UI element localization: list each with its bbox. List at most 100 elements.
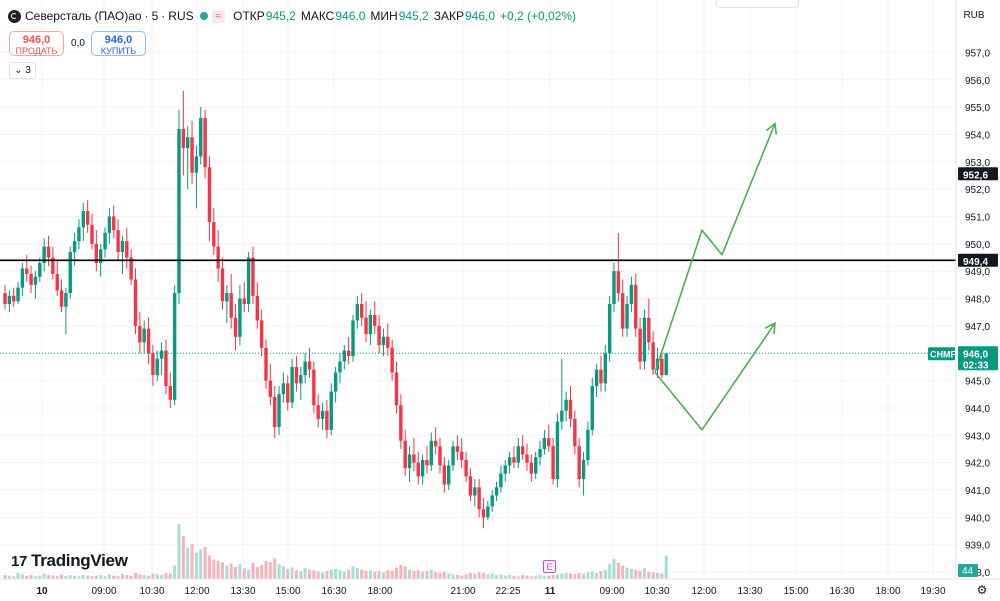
symbol-legend[interactable]: Северсталь (ПАО)ао · 5 · RUS ≈ ОТКР 945,…	[8, 7, 581, 25]
volume-bar	[212, 559, 216, 579]
time-axis-tick-label: 13:30	[230, 586, 255, 597]
volume-bar	[151, 573, 155, 579]
indicators-toggle-button[interactable]: ⌄ 3	[9, 62, 36, 79]
volume-bar	[468, 572, 472, 579]
ticker-tag-background	[928, 347, 955, 361]
candle-body	[368, 314, 373, 335]
price-axis-tick-label: 942,0	[965, 459, 990, 470]
candle-body	[473, 487, 477, 496]
candle-body	[664, 353, 668, 376]
candle-body	[516, 446, 520, 463]
ohlc-close-value: 946,0	[464, 9, 495, 23]
volume-bar	[160, 574, 164, 579]
ohlc-high-value: 946,0	[335, 9, 366, 23]
volume-bar	[495, 574, 499, 579]
market-open-icon	[199, 12, 208, 20]
volume-bar	[164, 572, 168, 579]
candle-body	[586, 429, 590, 460]
volume-bar	[386, 570, 390, 579]
volume-bar	[582, 573, 586, 579]
gear-icon[interactable]: ⚙	[976, 583, 988, 597]
volume-bar	[555, 574, 559, 579]
price-level-tag-background	[958, 253, 998, 267]
volume-bar	[412, 570, 416, 579]
interval-label[interactable]: 5	[151, 9, 159, 23]
volume-bar	[612, 558, 616, 579]
sell-button[interactable]: 946,0 ПРОДАТЬ	[9, 31, 64, 56]
volume-bar	[90, 576, 94, 579]
volume-bar	[342, 571, 346, 579]
volume-bar	[251, 562, 255, 579]
volume-bar	[569, 573, 572, 579]
volume-bar	[551, 574, 555, 579]
volume-bar	[99, 574, 103, 579]
candle-body	[433, 440, 438, 447]
candle-body	[594, 369, 599, 387]
volume-bar	[499, 574, 503, 579]
volume-bar	[147, 575, 151, 579]
candle-body	[325, 410, 329, 430]
volume-bar	[647, 571, 651, 579]
candle-body	[194, 156, 199, 173]
volume-bar	[399, 564, 403, 579]
ohlc-close-label: ЗАКР	[433, 9, 464, 23]
tradingview-logo[interactable]: 17 TradingView	[11, 551, 128, 571]
volume-bar	[25, 575, 29, 579]
candle-body	[142, 328, 146, 343]
candle-body	[403, 440, 407, 469]
volume-bar	[129, 575, 133, 579]
forecast-arrow-line	[654, 322, 776, 431]
buy-button[interactable]: 946,0 КУПИТЬ	[91, 31, 146, 56]
symbol-title[interactable]: Северсталь (ПАО)ао	[25, 9, 142, 23]
candle-body	[551, 446, 555, 480]
candle-body	[264, 347, 268, 381]
candle-body	[490, 495, 494, 507]
candle-body	[303, 361, 307, 376]
volume-bar	[321, 572, 325, 579]
candle-body	[590, 386, 594, 430]
candle-body	[25, 268, 29, 274]
candle-body	[33, 276, 38, 285]
volume-bar	[168, 573, 172, 579]
volume-bar	[534, 575, 538, 579]
candle-body	[607, 304, 612, 354]
candle-body	[503, 465, 507, 474]
time-axis-tick-label: 18:00	[875, 586, 900, 597]
candle-body	[407, 454, 412, 469]
candle-body	[94, 243, 99, 264]
time-axis-tick-label: 15:00	[783, 586, 808, 597]
delayed-data-badge[interactable]: ≈	[211, 9, 226, 23]
candle-body	[612, 271, 616, 305]
volume-bar	[173, 565, 177, 579]
candle-body	[251, 257, 255, 296]
candle-body	[560, 410, 564, 422]
candle-body	[512, 457, 516, 463]
toolbar-handle[interactable]	[716, 0, 799, 8]
candle-body	[373, 314, 377, 326]
volume-bar	[286, 568, 290, 579]
candle-body	[438, 446, 442, 466]
earnings-marker[interactable]: E	[543, 560, 556, 573]
volume-bar	[434, 572, 438, 579]
current-price-tag: 02:33	[963, 360, 989, 371]
volume-bar	[521, 574, 525, 579]
candle-body	[333, 372, 338, 392]
volume-bar	[377, 570, 381, 579]
candle-body	[494, 487, 499, 496]
currency-selector[interactable]: RUB	[963, 10, 985, 21]
volume-bar	[33, 576, 37, 579]
candle-body	[377, 325, 381, 346]
volume-bar	[416, 570, 420, 579]
sell-price: 946,0	[22, 34, 51, 46]
volume-bar	[242, 568, 246, 579]
candle-body	[77, 227, 81, 242]
time-axis-tick-label: 09:00	[91, 586, 116, 597]
volume-bar	[651, 572, 655, 579]
time-axis-tick-label: 13:30	[737, 586, 762, 597]
candle-body	[203, 118, 207, 168]
candle-body	[307, 361, 312, 370]
candle-body	[151, 353, 155, 376]
volume-bar	[238, 564, 242, 579]
candle-body	[246, 257, 251, 305]
